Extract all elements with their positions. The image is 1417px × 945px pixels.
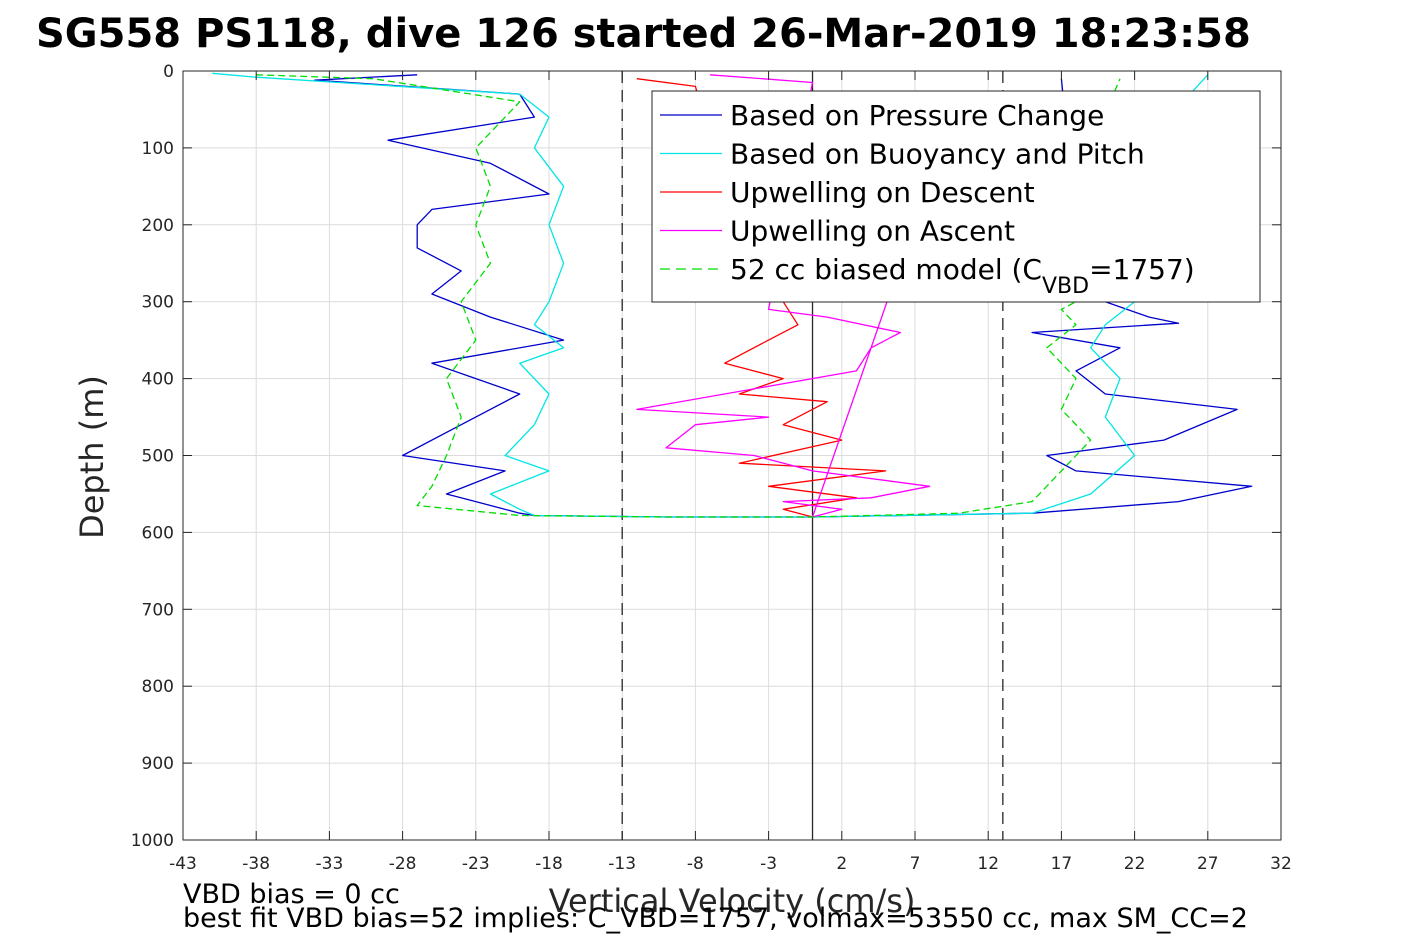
x-tick-label: -33 (316, 854, 344, 874)
x-tick-label: -8 (687, 854, 704, 874)
x-tick-label: -43 (169, 854, 197, 874)
y-tick-label: 600 (142, 523, 174, 543)
x-tick-label: 22 (1124, 854, 1146, 874)
y-tick-label: 0 (163, 62, 174, 82)
x-tick-label: 17 (1051, 854, 1073, 874)
annotation-best-fit: best fit VBD bias=52 implies: C_VBD=1757… (183, 903, 1248, 934)
y-tick-label: 200 (142, 216, 174, 236)
y-tick-label: 300 (142, 293, 174, 313)
y-tick-label: 1000 (131, 831, 174, 851)
legend-label: Upwelling on Descent (730, 176, 1035, 209)
x-tick-label: 32 (1270, 854, 1292, 874)
y-axis-label: Depth (m) (73, 375, 111, 539)
series-line-1 (314, 74, 1253, 518)
y-tick-label: 100 (142, 139, 174, 159)
legend-label: Upwelling on Ascent (730, 215, 1015, 248)
x-tick-label: -13 (608, 854, 636, 874)
y-axis-ticks: 0 100 200 300 400 500 600 700 800 900 1000 (131, 62, 1281, 851)
x-tick-label: 2 (836, 854, 847, 874)
x-tick-label: -38 (242, 854, 270, 874)
series-group (212, 72, 1253, 518)
y-tick-label: 800 (142, 677, 174, 697)
legend-label: 52 cc biased model (CVBD=1757) (730, 253, 1195, 299)
x-tick-label: -23 (462, 854, 490, 874)
x-tick-label: -28 (389, 854, 417, 874)
y-tick-label: 500 (142, 447, 174, 467)
x-tick-label: 12 (977, 854, 999, 874)
x-axis-ticks: -43 -38 -33 -28 -23 -18 -13 -8 -3 2 7 12 17 22 27 32 (169, 71, 1292, 874)
legend-label: Based on Buoyancy and Pitch (730, 138, 1145, 171)
series-line-5 (256, 74, 1121, 518)
y-tick-label: 900 (142, 754, 174, 774)
x-tick-label: 27 (1197, 854, 1219, 874)
x-tick-label: 7 (910, 854, 921, 874)
legend-label: Based on Pressure Change (730, 99, 1104, 132)
x-axis-label: Vertical Velocity (cm/s) (549, 882, 916, 920)
x-tick-label: -18 (535, 854, 563, 874)
y-tick-label: 700 (142, 600, 174, 620)
y-tick-label: 400 (142, 370, 174, 390)
legend-box (651, 90, 1261, 303)
chart-title: SG558 PS118, dive 126 started 26-Mar-201… (36, 11, 1251, 57)
series-line-2 (212, 72, 1209, 518)
legend: Based on Pressure Change Based on Buoyanc… (651, 90, 1261, 303)
x-tick-label: -3 (760, 854, 777, 874)
annotation-vbd-bias: VBD bias = 0 cc (183, 879, 400, 910)
series-line-4 (636, 74, 960, 518)
